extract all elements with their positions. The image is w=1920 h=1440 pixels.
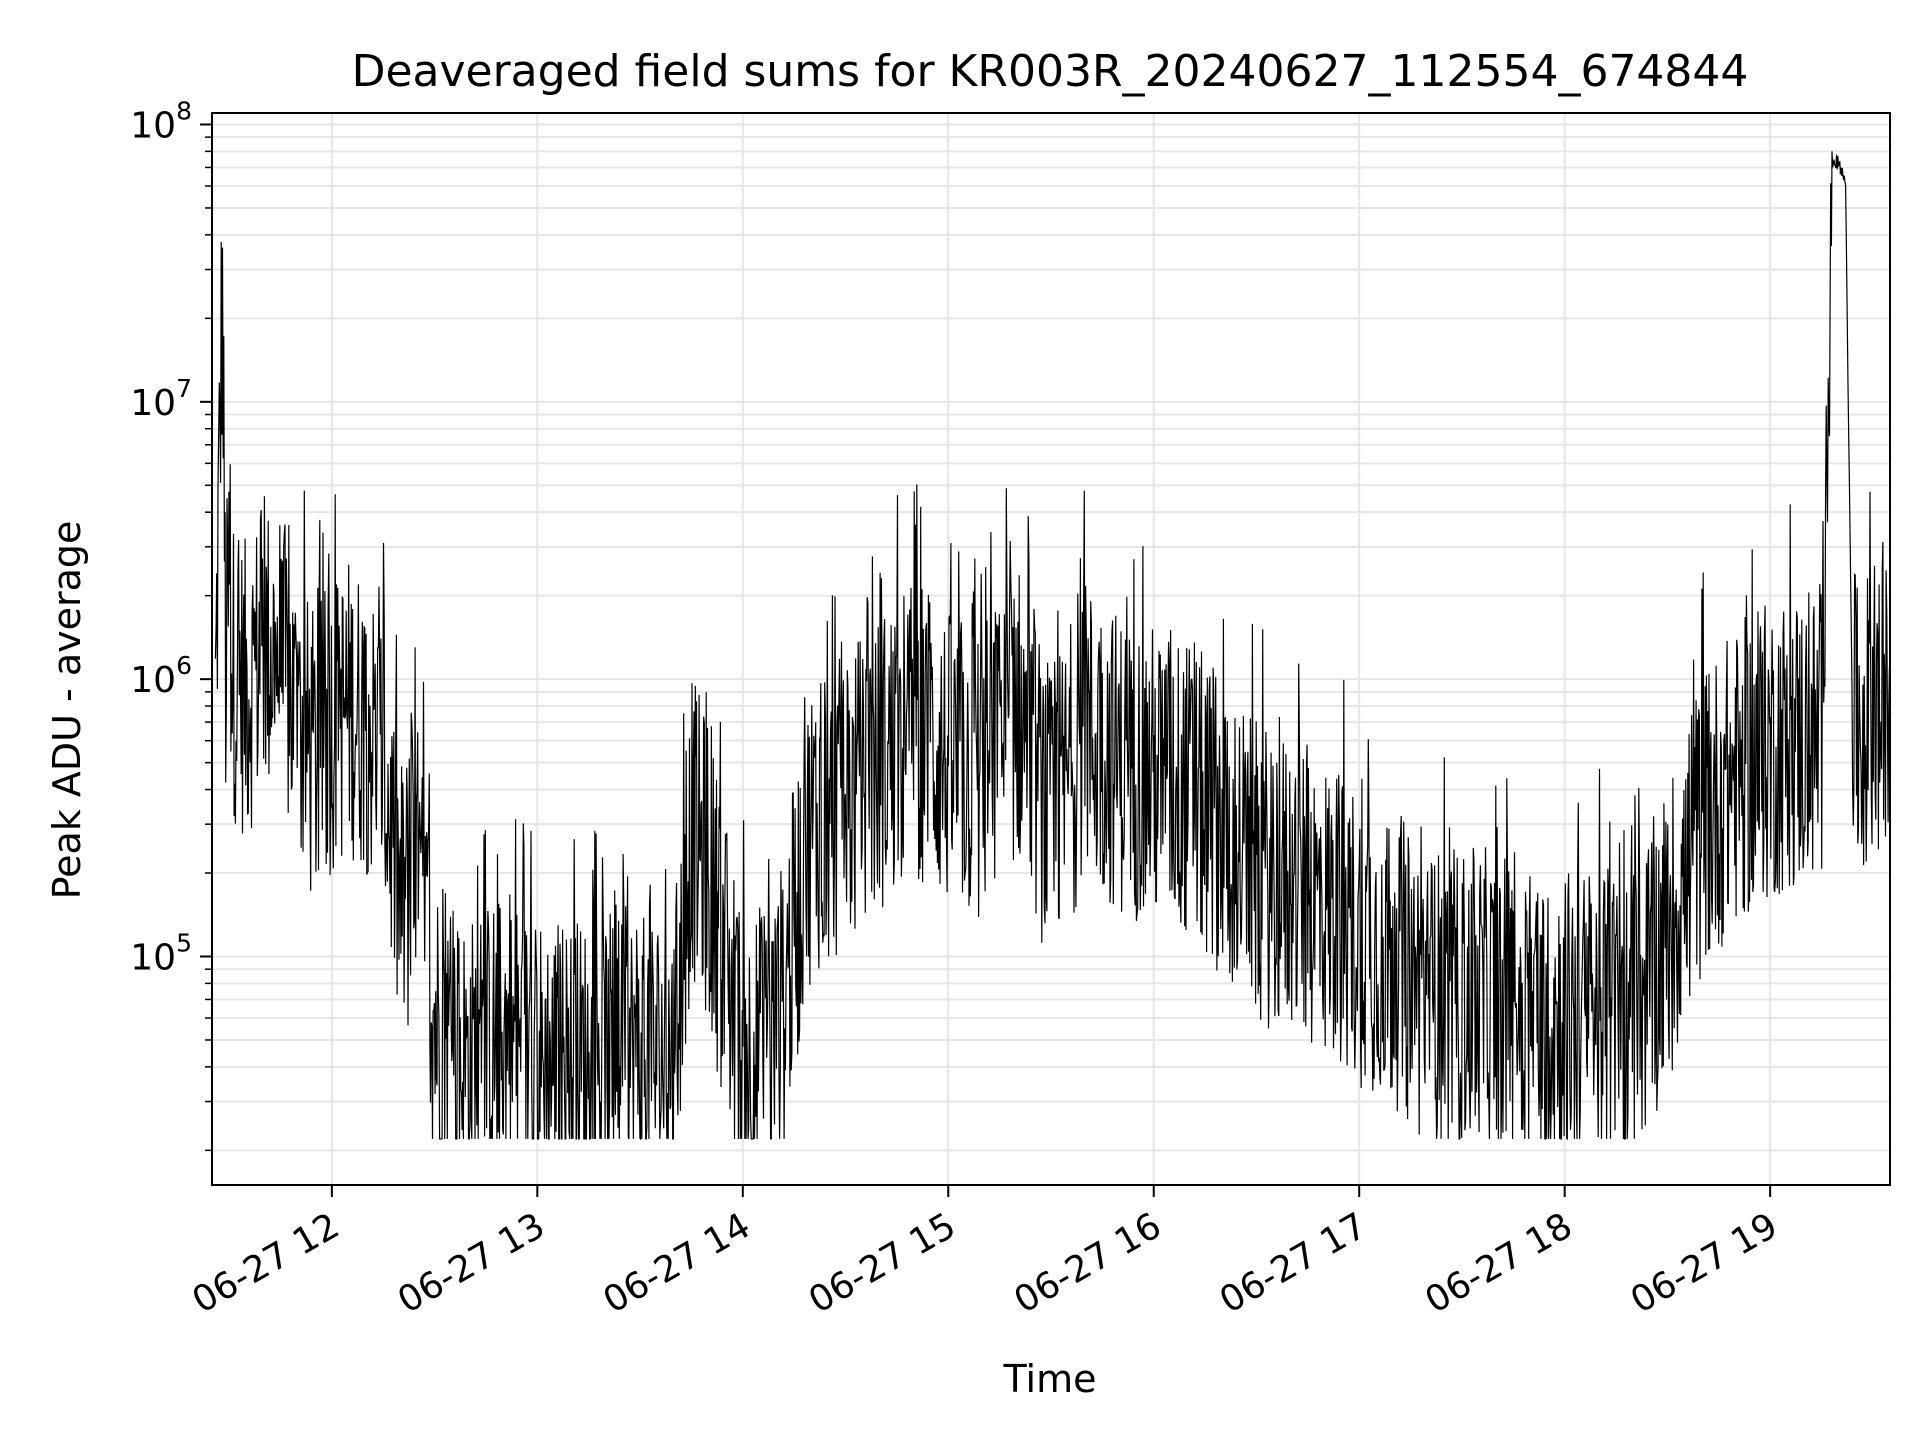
series-line (214, 151, 1891, 1141)
y-tick-label: 107 (130, 374, 192, 424)
y-axis-ticks: 105 106 107 108 (130, 96, 212, 1152)
chart-title: Deaveraged field sums for KR003R_2024062… (352, 46, 1749, 97)
grid (212, 113, 1890, 1185)
y-tick-label: 105 (130, 928, 192, 978)
y-axis-label: Peak ADU - average (45, 521, 89, 900)
x-axis-label: Time (1003, 1357, 1097, 1401)
y-tick-label: 108 (130, 96, 192, 146)
plot-frame (211, 112, 1891, 1186)
plot-data (214, 151, 1891, 1141)
y-tick-label: 106 (130, 651, 192, 701)
